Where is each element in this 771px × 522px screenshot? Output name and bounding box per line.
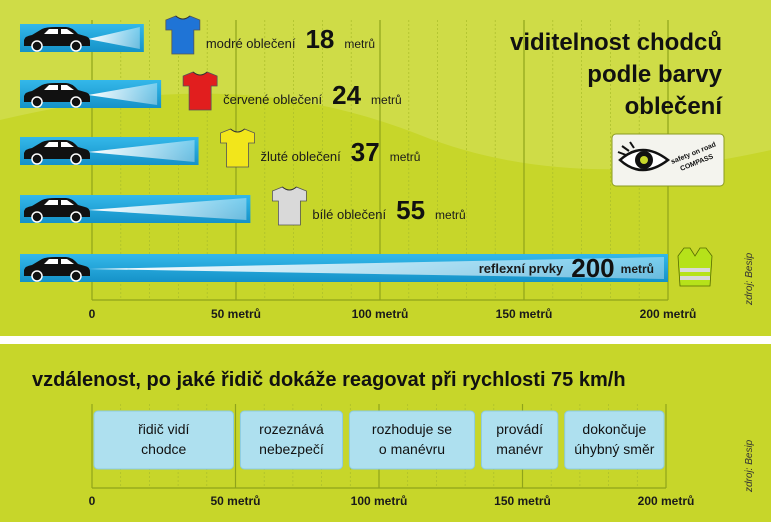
yellow-tshirt-icon <box>220 128 255 168</box>
phase-box: rozeznává nebezpečí <box>239 410 344 470</box>
top-title-line-2: podle barvy <box>587 61 722 88</box>
bar-unit: metrů <box>344 37 375 51</box>
phase-label: rozhoduje se <box>372 421 452 437</box>
bar-label: bílé oblečení <box>312 207 386 222</box>
bar-row: žluté oblečení 37 metrů <box>20 128 421 168</box>
bar-label: modré oblečení <box>206 36 296 51</box>
bar-label: žluté oblečení <box>261 149 342 164</box>
phase-label: úhybný směr <box>574 441 654 457</box>
bar-unit: metrů <box>371 93 402 107</box>
bar-unit: metrů <box>390 150 421 164</box>
bar-value: 18 <box>305 24 334 54</box>
headlight-beam <box>88 83 158 105</box>
bar-row: metrů 200 reflexní prvky <box>20 247 713 287</box>
x-tick-label: 150 metrů <box>494 494 551 508</box>
x-tick-label: 0 <box>89 307 96 321</box>
bar-row: bílé oblečení 55 metrů <box>20 186 466 226</box>
bar-row: modré oblečení 18 metrů <box>20 15 375 55</box>
bar-label: reflexní prvky <box>479 261 564 276</box>
bar-value: 55 <box>396 195 425 225</box>
bar-row: červené oblečení 24 metrů <box>20 71 402 111</box>
phase-box: provádí manévr <box>480 410 559 470</box>
x-tick-label: 50 metrů <box>210 494 260 508</box>
phase-box: rozhoduje se o manévru <box>348 410 476 470</box>
x-tick-label: 200 metrů <box>638 494 695 508</box>
bar-label-group: bílé oblečení 55 metrů <box>271 186 466 226</box>
headlight-beam <box>88 140 195 162</box>
headlight-beam <box>88 257 664 279</box>
car-icon <box>24 257 90 282</box>
bottom-source: zdroj: Besip <box>744 439 755 493</box>
bar-value: 200 <box>571 253 614 283</box>
top-grid <box>91 20 669 301</box>
phase-label: nebezpečí <box>259 441 324 457</box>
bottom-x-ticks: 0 50 metrů 100 metrů 150 metrů 200 metrů <box>89 494 695 508</box>
phase-label: řidič vidí <box>138 421 189 437</box>
phase-box: dokončuje úhybný směr <box>564 410 665 470</box>
bar-label-group: metrů 200 reflexní prvky <box>479 247 713 287</box>
top-bars: modré oblečení 18 metrů červené oblečení 24 m… <box>20 15 713 287</box>
phase-label: o manévru <box>379 441 445 457</box>
reflective-vest-icon <box>677 247 713 287</box>
car-icon <box>24 198 90 223</box>
car-icon <box>24 27 90 52</box>
x-tick-label: 100 metrů <box>352 307 409 321</box>
bar-label-group: modré oblečení 18 metrů <box>165 15 375 55</box>
x-tick-label: 200 metrů <box>640 307 697 321</box>
headlight-beam <box>88 27 140 49</box>
bar-unit: metrů <box>621 262 654 276</box>
top-x-ticks: 0 50 metrů 100 metrů 150 metrů 200 metrů <box>89 307 697 321</box>
bar-label: červené oblečení <box>223 92 322 107</box>
top-title-line-1: viditelnost chodců <box>510 29 722 56</box>
phase-label: manévr <box>496 441 543 457</box>
bar-value: 37 <box>351 137 380 167</box>
red-tshirt-icon <box>182 71 218 111</box>
white-tshirt-icon <box>271 186 307 226</box>
phase-label: provádí <box>496 421 543 437</box>
x-tick-label: 0 <box>89 494 96 508</box>
x-tick-label: 150 metrů <box>496 307 553 321</box>
phase-label: dokončuje <box>582 421 646 437</box>
x-tick-label: 50 metrů <box>211 307 261 321</box>
phase-box: řidič vidí chodce <box>93 410 234 470</box>
top-source: zdroj: Besip <box>744 252 755 306</box>
bar-value: 24 <box>332 80 361 110</box>
car-icon <box>24 83 90 108</box>
x-tick-label: 100 metrů <box>351 494 408 508</box>
phase-label: rozeznává <box>259 421 324 437</box>
top-title-line-3: oblečení <box>625 93 724 120</box>
bottom-phases: řidič vidí chodce rozeznává nebezpečí rozhod… <box>93 410 665 470</box>
bar-label-group: červené oblečení 24 metrů <box>182 71 402 111</box>
bar-unit: metrů <box>435 208 466 222</box>
bottom-title: vzdálenost, po jaké řidič dokáže reagova… <box>32 369 626 391</box>
bar-label-group: žluté oblečení 37 metrů <box>220 128 421 168</box>
headlight-beam <box>88 198 247 220</box>
car-icon <box>24 140 90 165</box>
phase-label: chodce <box>141 441 186 457</box>
blue-tshirt-icon <box>165 15 201 55</box>
safety-on-road-badge: safety on road COMPASS <box>611 133 725 187</box>
